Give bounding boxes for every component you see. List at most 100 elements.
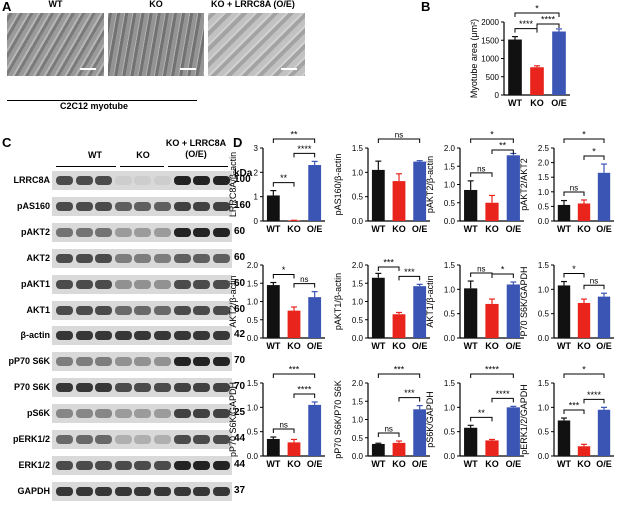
significance-bracket <box>491 273 514 279</box>
x-tick-label: WT <box>464 459 478 469</box>
y-tick-label: 2.5 <box>538 144 550 153</box>
scale-bar <box>281 68 297 70</box>
x-tick-label: KO <box>287 459 301 469</box>
significance-bracket <box>563 373 605 378</box>
significance-label: * <box>592 147 596 157</box>
blot-band <box>154 176 171 185</box>
blot-strip <box>52 352 232 371</box>
bar-ko <box>530 67 544 95</box>
bar-wt <box>464 189 478 221</box>
blot-band <box>173 306 191 315</box>
bar-oe <box>506 407 520 456</box>
blot-band <box>193 331 211 340</box>
blot-group-label: WT <box>88 150 102 160</box>
blot-band <box>212 357 230 366</box>
blot-group-underline <box>168 166 228 167</box>
blot-band <box>193 202 211 211</box>
bar-oe <box>506 155 520 221</box>
blot-band <box>95 228 113 237</box>
bar-oe <box>597 296 611 338</box>
blot-band <box>154 331 171 340</box>
blot-strip <box>52 404 232 423</box>
x-tick-label: KO <box>485 459 499 469</box>
blot-protein-label: AKT1 <box>26 305 50 315</box>
significance-bracket <box>563 273 585 278</box>
blot-band <box>193 357 211 366</box>
significance-label: **** <box>587 390 602 400</box>
significance-label: *** <box>289 365 300 375</box>
blot-strip <box>52 249 232 268</box>
y-tick-label: 0.5 <box>352 193 364 202</box>
x-tick-label: WT <box>557 459 571 469</box>
blot-protein-label: pAKT1 <box>21 279 50 289</box>
blot-group-label: KO <box>136 150 150 160</box>
y-tick-label: 2.0 <box>247 261 259 270</box>
significance-label: **** <box>541 15 556 25</box>
significance-bracket <box>470 138 514 143</box>
blot-band <box>75 228 93 237</box>
y-axis-label: Myotube area (μm²) <box>469 19 479 98</box>
blot-band <box>134 202 152 211</box>
y-tick-label: 1.5 <box>352 397 364 406</box>
blot-band <box>75 409 93 418</box>
blot-band <box>173 331 191 340</box>
x-tick-label: O/E <box>412 224 428 234</box>
panel-letter-b: B <box>421 0 431 14</box>
blot-protein-label: P70 S6K <box>13 382 50 392</box>
bar-wt <box>371 443 385 456</box>
blot-band <box>56 487 73 496</box>
y-tick-label: 0 <box>495 91 500 100</box>
y-axis-label: AKT1/β-actin <box>425 275 435 327</box>
significance-bracket <box>514 12 560 17</box>
blot-band <box>154 383 171 392</box>
blot-band <box>75 176 93 185</box>
blot-band <box>56 228 73 237</box>
blot-band <box>114 409 132 418</box>
y-tick-label: 0.5 <box>538 428 550 437</box>
bar-wt <box>266 438 280 456</box>
y-tick-label: 0.0 <box>538 217 550 226</box>
y-axis-label: pS6K/GAPDH <box>425 391 435 448</box>
blot-band <box>95 280 113 289</box>
blot-band <box>212 176 230 185</box>
blot-protein-label: pERK1/2 <box>12 434 50 444</box>
y-axis-label: pAKT2/AKT2 <box>519 158 529 211</box>
y-tick-label: 2.0 <box>352 261 364 270</box>
blot-protein-label: pAS160 <box>16 201 50 211</box>
x-tick-label: O/E <box>596 459 612 469</box>
blot-band <box>56 331 73 340</box>
significance-label: *** <box>394 365 405 375</box>
blot-band <box>95 461 113 470</box>
y-tick-label: 1.5 <box>444 379 456 388</box>
x-tick-label: WT <box>508 98 522 108</box>
blot-band <box>56 435 73 444</box>
y-tick-label: 1.5 <box>444 261 456 270</box>
significance-label: ns <box>279 421 287 430</box>
y-axis-label: pP70 S6K/P70 S6K <box>333 380 343 459</box>
blot-kda-value: 44 <box>234 433 246 444</box>
blot-band <box>212 280 230 289</box>
blot-band <box>134 357 152 366</box>
y-tick-label: 500 <box>486 73 500 82</box>
y-tick-label: 0.0 <box>247 334 259 343</box>
blot-band <box>134 280 152 289</box>
blot-band <box>134 306 152 315</box>
x-tick-label: KO <box>577 459 591 469</box>
blot-kda-value: 100 <box>234 174 251 185</box>
bar-ko <box>392 181 406 221</box>
significance-label: * <box>490 130 494 140</box>
x-tick-label: WT <box>557 341 571 351</box>
blot-band <box>154 357 171 366</box>
blot-band <box>212 435 230 444</box>
significance-label: **** <box>297 144 312 154</box>
y-tick-label: 0.0 <box>247 452 259 461</box>
y-tick-label: 2.0 <box>444 144 456 153</box>
blot-band <box>173 228 191 237</box>
y-tick-label: 1.0 <box>247 403 259 412</box>
bar-oe <box>413 409 427 456</box>
x-tick-label: KO <box>530 98 544 108</box>
blot-kda-value: 25 <box>234 407 246 418</box>
blot-band <box>114 461 132 470</box>
y-tick-label: 0.0 <box>352 217 364 226</box>
kda-header: kDa <box>234 168 253 179</box>
